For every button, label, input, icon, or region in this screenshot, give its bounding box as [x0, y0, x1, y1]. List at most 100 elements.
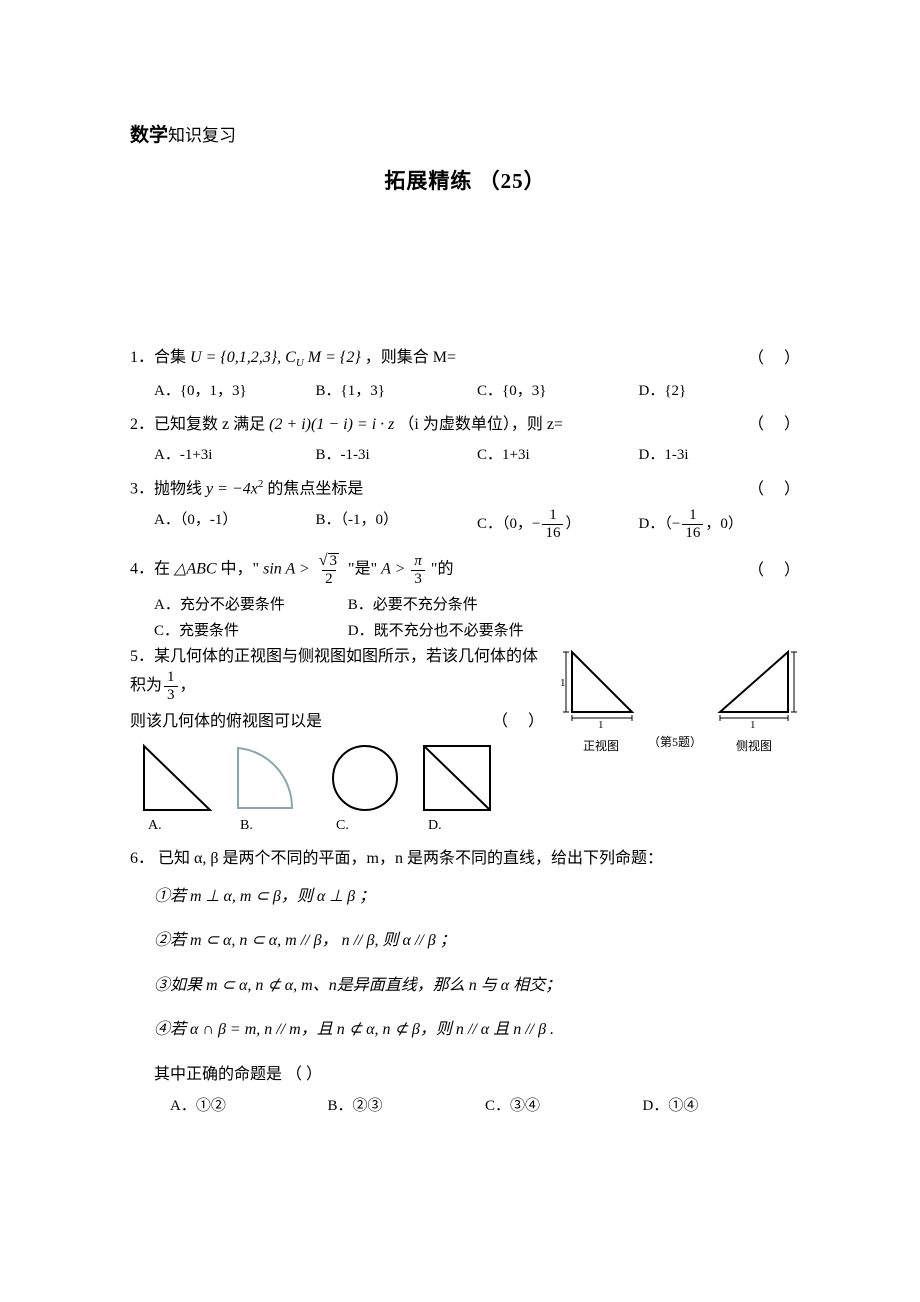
q4-opt-b: B．必要不充分条件: [348, 597, 478, 613]
q4-tri: △ABC: [174, 561, 217, 578]
q5-label-d: D.: [428, 818, 442, 834]
q3d-frac: 116: [682, 508, 703, 541]
q5-shape-d: D.: [420, 742, 494, 834]
header-rest: 知识复习: [168, 126, 236, 145]
q3-opt-a: A．（0，-1）: [154, 508, 316, 541]
q1-sub: U: [296, 357, 304, 369]
q4-pre: 4．在: [130, 561, 170, 578]
q5-front-view: 1 1 正视图: [560, 644, 642, 754]
q6-final: 其中正确的命题是 （ ）: [154, 1060, 800, 1084]
q5-shapes: A. B. C. D.: [140, 742, 550, 834]
square-diag-icon: [420, 742, 494, 814]
q4: 4．在 △ABC 中，" sin A > √3 2 "是" A > π 3 "的…: [130, 553, 800, 587]
q2-post: （i 为虚数单位），则 z=: [398, 416, 563, 433]
q4-opt-d: D．既不充分也不必要条件: [348, 623, 524, 639]
q3d-den: 16: [682, 524, 703, 541]
q2-paren: （ ）: [748, 412, 800, 438]
q5-line2: 则该几何体的俯视图可以是: [130, 709, 492, 735]
q6-stem: 6． 已知 α, β 是两个不同的平面，m，n 是两条不同的直线，给出下列命题：: [130, 846, 800, 872]
q4-agt: A >: [381, 561, 405, 578]
q5-caption: （第5题）: [648, 733, 702, 754]
q6-options: A．①② B．②③ C．③④ D．①④: [170, 1094, 800, 1115]
q3c-post: ）: [565, 516, 580, 532]
q1-paren: （ ）: [748, 346, 800, 372]
q4-pi-den: 3: [411, 570, 425, 587]
q3-exp: 2: [258, 478, 264, 490]
q1-pre: 1．合集: [130, 349, 186, 366]
q6-stem-text: 6． 已知 α, β 是两个不同的平面，m，n 是两条不同的直线，给出下列命题：: [130, 850, 663, 867]
q3-opt-c: C．（0，−116）: [477, 508, 639, 541]
q5-shape-b: B.: [232, 742, 310, 834]
q3-paren: （ ）: [748, 477, 800, 503]
q6-opt-b: B．②③: [328, 1094, 486, 1115]
title-main: 拓展精练 （25）: [384, 169, 545, 193]
q6-props: ①若 m ⊥ α, m ⊂ β，则 α ⊥ β ； ②若 m ⊂ α, n ⊂ …: [154, 878, 800, 1050]
q5-right: 1 1 正视图 （第5题） 1 侧视图: [560, 644, 800, 754]
q5-line1: 5．某几何体的正视图与侧视图如图所示，若该几何体的体积为13，: [130, 644, 550, 703]
q4-sqrt: √3: [316, 553, 342, 570]
q4-sina: sin A >: [263, 561, 310, 578]
title: 拓展精练 （25）: [130, 165, 800, 195]
q1-opt-a: A．{0，1，3}: [154, 379, 316, 400]
q5-line2-row: 则该几何体的俯视图可以是 （ ）: [130, 709, 550, 735]
dim-h2: 1: [750, 719, 756, 731]
q5-l1-post: ，: [180, 677, 196, 694]
q1: 1．合集 U = {0,1,2,3}, CU M = {2} ，则集合 M= （…: [130, 345, 800, 373]
side-view-icon: 1: [708, 644, 800, 732]
q4-opt-c: C．充要条件: [154, 619, 344, 645]
q3c-num: 1: [546, 508, 560, 524]
q5-shape-c: C.: [328, 742, 402, 834]
q4-paren: （ ）: [748, 558, 800, 584]
q2-opt-c: C．1+3i: [477, 443, 639, 464]
q1-opt-b: B．{1，3}: [316, 379, 478, 400]
q5-label-b: B.: [240, 818, 253, 834]
q2-pre: 2．已知复数 z 满足: [130, 416, 269, 433]
q4-stem: 4．在 △ABC 中，" sin A > √3 2 "是" A > π 3 "的: [130, 553, 748, 587]
q3-pre: 3．抛物线: [130, 481, 206, 498]
q2-options: A．-1+3i B．-1-3i C．1+3i D．1-3i: [154, 443, 800, 464]
header: 数学知识复习: [130, 120, 800, 147]
q5-shape-a: A.: [140, 742, 214, 834]
q5-label-c: C.: [336, 818, 349, 834]
q4-opts-row1: A．充分不必要条件 B．必要不充分条件: [154, 593, 800, 619]
q6-opt-d: D．①④: [643, 1094, 801, 1115]
q4-opts-row2: C．充要条件 D．既不充分也不必要条件: [154, 619, 800, 645]
q2-opt-b: B．-1-3i: [316, 443, 478, 464]
q4-mid3: "的: [431, 561, 454, 578]
q3c-den: 16: [542, 524, 563, 541]
q4-pi-num: π: [411, 554, 425, 570]
q3-opt-b: B．（-1，0）: [316, 508, 478, 541]
circle-icon: [328, 742, 402, 814]
q4-frac1: √3 2: [316, 553, 342, 587]
header-bold: 数学: [130, 125, 168, 146]
q3-opt-d: D．（−116，0）: [639, 508, 801, 541]
q2-math: (2 + i)(1 − i) = i · z: [269, 416, 394, 433]
q4-mid2: "是": [348, 561, 377, 578]
triangle-icon: [140, 742, 214, 814]
q6-opt-a: A．①②: [170, 1094, 328, 1115]
q5-side-label: 侧视图: [708, 737, 800, 754]
quarter-circle-icon: [232, 742, 310, 814]
dim-v: 1: [560, 677, 566, 689]
q5: 5．某几何体的正视图与侧视图如图所示，若该几何体的体积为13， 则该几何体的俯视…: [130, 644, 800, 846]
q4-opt-a: A．充分不必要条件: [154, 593, 344, 619]
q6-p4: ④若 α ∩ β = m, n // m，且 n ⊄ α, n ⊄ β，则 n …: [154, 1011, 800, 1049]
q5-vol-frac: 13: [164, 670, 178, 703]
q5-paren: （ ）: [492, 709, 544, 735]
q3d-post: ，0）: [705, 516, 743, 532]
dim-h: 1: [598, 719, 604, 731]
q4-mid1: 中，": [221, 561, 260, 578]
q1-opt-d: D．{2}: [639, 379, 801, 400]
q3d-num: 1: [686, 508, 700, 524]
q4-sqrt-arg: 3: [328, 553, 340, 569]
q2: 2．已知复数 z 满足 (2 + i)(1 − i) = i · z （i 为虚…: [130, 412, 800, 438]
q5-vol-num: 1: [164, 670, 178, 686]
q2-opt-d: D．1-3i: [639, 443, 801, 464]
q3-math: y = −4x: [206, 481, 258, 498]
q3-options: A．（0，-1） B．（-1，0） C．（0，−116） D．（−116，0）: [154, 508, 800, 541]
q1-math2: M = {2}: [308, 349, 361, 366]
q3c-pre: C．（0，: [477, 516, 532, 532]
q6-p3: ③如果 m ⊂ α, n ⊄ α, m、n是异面直线，那么 n 与 α 相交；: [154, 967, 800, 1005]
q3d-pre: D．（: [639, 516, 672, 532]
q1-post: ，则集合 M=: [365, 349, 456, 366]
